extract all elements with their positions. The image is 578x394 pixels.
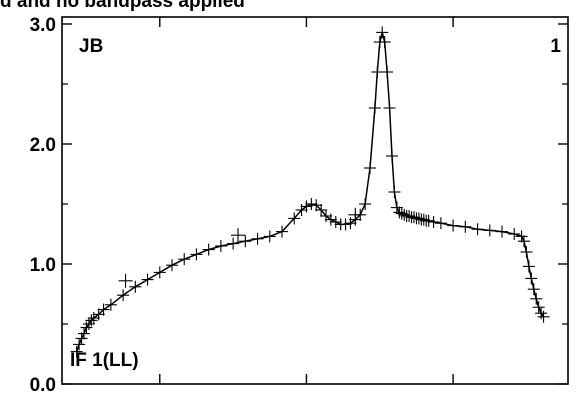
y-tick-label: 1.0 bbox=[30, 255, 56, 276]
data-point-marker bbox=[535, 307, 548, 320]
data-point-marker bbox=[386, 150, 398, 162]
series-group bbox=[70, 26, 550, 358]
data-point-marker bbox=[417, 213, 430, 226]
data-point-marker bbox=[496, 225, 508, 238]
data-point-marker bbox=[73, 338, 86, 351]
data-point-marker bbox=[288, 212, 301, 225]
data-point-marker bbox=[378, 36, 391, 48]
data-point-marker bbox=[310, 199, 323, 212]
if-label: IF 1(LL) bbox=[70, 350, 139, 371]
data-point-marker bbox=[75, 332, 88, 345]
y-tick-label: 2.0 bbox=[30, 135, 56, 156]
data-point-marker bbox=[518, 235, 530, 248]
data-point-marker bbox=[85, 314, 98, 327]
source-label: JB bbox=[79, 36, 103, 57]
data-point-marker bbox=[78, 327, 90, 340]
data-point-marker bbox=[393, 206, 406, 219]
data-point-marker bbox=[427, 216, 440, 228]
data-point-marker bbox=[315, 204, 328, 216]
data-point-marker bbox=[522, 260, 535, 273]
data-point-marker bbox=[97, 303, 110, 316]
data-point-marker bbox=[412, 212, 425, 225]
data-point-marker bbox=[92, 308, 105, 321]
data-point-marker bbox=[364, 162, 376, 174]
outlier-marker bbox=[348, 207, 363, 222]
data-point-marker bbox=[530, 292, 543, 305]
data-point-marker bbox=[251, 232, 264, 245]
chart-title: d and no bandpass applied bbox=[0, 0, 245, 12]
data-point-marker bbox=[395, 207, 408, 220]
y-tick-labels: 0.0 1.0 2.0 3.0 bbox=[30, 15, 56, 394]
data-point-marker bbox=[483, 224, 496, 237]
data-point-marker bbox=[166, 259, 178, 272]
data-point-marker bbox=[459, 220, 472, 233]
data-point-marker bbox=[324, 213, 337, 226]
data-point-marker bbox=[403, 210, 416, 222]
data-point-marker bbox=[408, 211, 420, 224]
data-point-marker bbox=[383, 102, 396, 114]
data-point-marker bbox=[70, 345, 83, 358]
x-ticks bbox=[159, 17, 454, 384]
y-tick-label: 3.0 bbox=[30, 15, 56, 36]
data-point-marker bbox=[471, 223, 484, 236]
data-point-marker bbox=[239, 235, 252, 248]
data-point-marker bbox=[82, 318, 95, 330]
data-point-marker bbox=[390, 201, 403, 214]
data-point-marker bbox=[190, 248, 203, 261]
data-point-marker bbox=[532, 301, 545, 314]
data-point-marker bbox=[178, 253, 191, 266]
data-point-marker bbox=[300, 200, 313, 213]
outlier-marker bbox=[118, 273, 133, 288]
data-point-marker bbox=[153, 266, 166, 279]
data-point-marker bbox=[329, 216, 342, 228]
data-point-marker bbox=[381, 66, 394, 78]
data-point-marker bbox=[339, 218, 352, 231]
data-point-marker bbox=[276, 225, 288, 238]
y-ticks bbox=[62, 23, 568, 385]
data-point-marker bbox=[537, 310, 550, 323]
data-point-marker bbox=[214, 240, 227, 252]
data-point-marker bbox=[344, 217, 357, 230]
data-point-marker bbox=[80, 321, 93, 334]
data-point-marker bbox=[527, 283, 540, 296]
data-point-marker bbox=[104, 298, 117, 311]
data-point-marker bbox=[368, 102, 381, 114]
data-point-marker bbox=[515, 230, 528, 243]
data-point-marker bbox=[359, 198, 372, 210]
data-point-marker bbox=[525, 272, 538, 285]
data-point-marker bbox=[376, 26, 389, 39]
data-point-marker bbox=[447, 219, 460, 232]
data-point-marker bbox=[305, 198, 318, 210]
data-point-marker bbox=[398, 208, 411, 221]
data-point-marker bbox=[129, 280, 142, 293]
data-point-marker bbox=[422, 214, 435, 227]
data-point-marker bbox=[117, 289, 130, 302]
series-line bbox=[75, 31, 545, 352]
y-tick-label: 0.0 bbox=[30, 375, 56, 394]
outlier-marker bbox=[231, 228, 245, 243]
data-point-marker bbox=[202, 243, 215, 256]
data-point-marker bbox=[388, 186, 401, 198]
data-point-marker bbox=[263, 230, 276, 243]
data-point-marker bbox=[227, 237, 240, 250]
panel-number: 1 bbox=[550, 36, 561, 57]
plot-frame bbox=[61, 16, 569, 385]
data-point-marker bbox=[434, 217, 447, 230]
outliers-group bbox=[118, 207, 363, 288]
data-point-marker bbox=[508, 228, 521, 240]
data-point-marker bbox=[141, 273, 154, 286]
data-point-marker bbox=[520, 246, 533, 258]
